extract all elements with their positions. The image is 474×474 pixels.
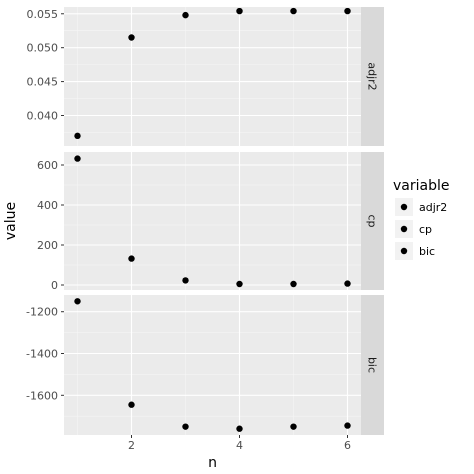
data-point-adjr2 (236, 7, 243, 15)
data-point-bic (182, 423, 189, 430)
data-point-adjr2 (128, 34, 135, 41)
y-tick-label: 0.050 (27, 42, 59, 55)
legend: variable adjr2 cp bic (393, 178, 449, 260)
strip-background (361, 152, 384, 290)
y-tick-label: -1400 (26, 348, 58, 361)
x-axis: 2 4 6 (128, 435, 351, 452)
data-point-bic (128, 401, 135, 408)
data-point-adjr2 (182, 11, 189, 19)
data-point-cp (128, 255, 135, 262)
panel-background (64, 7, 361, 146)
y-tick-label: 600 (37, 159, 58, 172)
data-point-adjr2 (74, 132, 81, 140)
data-point-adjr2 (344, 7, 351, 15)
data-point-cp (74, 155, 81, 162)
y-tick-label: 0.045 (27, 76, 59, 89)
y-tick-label: 0.040 (27, 109, 59, 122)
x-tick-label: 2 (128, 439, 135, 452)
panel-background (64, 152, 361, 290)
legend-label: adjr2 (419, 201, 447, 214)
y-tick-label: -1600 (26, 389, 58, 402)
y-axis-title: value (3, 202, 19, 240)
data-point-cp (344, 280, 351, 287)
panel-background (64, 295, 361, 435)
data-point-cp (236, 280, 243, 288)
strip-label: adjr2 (366, 62, 379, 90)
x-tick-label: 6 (344, 439, 351, 452)
legend-entry-cp: cp (395, 220, 432, 238)
legend-title: variable (393, 178, 449, 194)
data-point-bic (236, 425, 243, 432)
data-point-bic (344, 422, 351, 429)
strip-label: bic (366, 357, 379, 373)
panel-adjr2: 0.040 0.045 0.050 0.055 adjr2 (27, 7, 384, 146)
x-axis-title: n (208, 455, 217, 471)
y-tick-label: 0.055 (27, 8, 59, 21)
panel-bic: -1200 -1400 -1600 bic (26, 295, 384, 435)
y-tick-label: -1200 (26, 306, 58, 319)
strip-background (361, 7, 384, 146)
data-point-bic (290, 423, 297, 430)
y-tick-label: 400 (37, 199, 58, 212)
legend-entry-adjr2: adjr2 (395, 198, 447, 216)
facet-panels: 0.040 0.045 0.050 0.055 adjr2 0 200 400 600 cp -12… (26, 7, 384, 435)
legend-label: bic (419, 245, 435, 258)
legend-label: cp (419, 223, 432, 236)
strip-label: cp (366, 214, 379, 227)
legend-point-icon (400, 203, 408, 211)
data-point-cp (290, 280, 297, 288)
y-tick-label: 200 (37, 239, 58, 252)
data-point-bic (74, 298, 81, 305)
strip-background (361, 295, 384, 435)
y-tick-label: 0 (51, 279, 58, 292)
x-tick-label: 4 (236, 439, 243, 452)
data-point-adjr2 (290, 7, 297, 15)
panel-cp: 0 200 400 600 cp (37, 152, 384, 292)
legend-point-icon (400, 247, 408, 255)
data-point-cp (182, 277, 189, 284)
legend-entry-bic: bic (395, 242, 435, 260)
legend-point-icon (400, 225, 408, 233)
